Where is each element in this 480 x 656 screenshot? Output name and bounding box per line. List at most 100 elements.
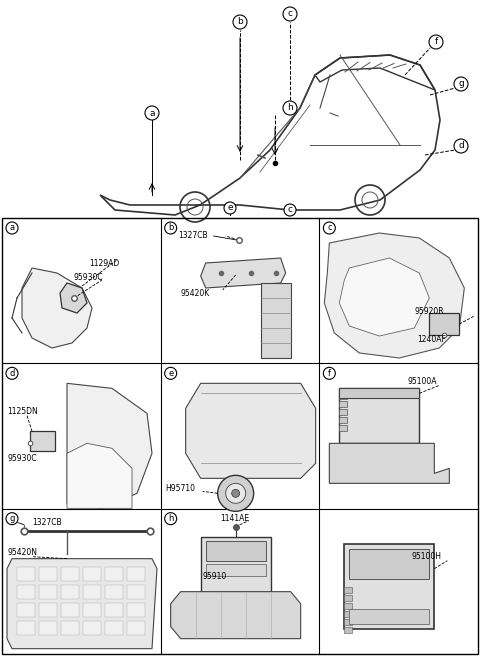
Bar bbox=[339, 401, 348, 407]
Circle shape bbox=[145, 106, 159, 120]
Bar bbox=[83, 567, 101, 581]
Bar bbox=[39, 621, 57, 634]
Circle shape bbox=[429, 35, 443, 49]
Bar bbox=[344, 603, 352, 609]
Polygon shape bbox=[67, 383, 152, 508]
Text: 95930C: 95930C bbox=[7, 454, 36, 463]
Bar bbox=[105, 567, 123, 581]
Bar bbox=[127, 584, 145, 599]
Bar bbox=[105, 584, 123, 599]
Circle shape bbox=[454, 139, 468, 153]
Bar bbox=[339, 388, 420, 443]
Bar bbox=[61, 567, 79, 581]
Polygon shape bbox=[60, 283, 87, 313]
Bar bbox=[344, 544, 434, 628]
Text: a: a bbox=[10, 224, 14, 232]
Bar bbox=[205, 541, 265, 561]
Text: d: d bbox=[458, 142, 464, 150]
Bar bbox=[344, 595, 352, 601]
Bar bbox=[105, 621, 123, 634]
Bar bbox=[83, 584, 101, 599]
Circle shape bbox=[324, 367, 336, 379]
Bar bbox=[344, 586, 352, 592]
Bar bbox=[105, 603, 123, 617]
Bar bbox=[339, 417, 348, 423]
Bar bbox=[39, 567, 57, 581]
Bar bbox=[39, 584, 57, 599]
Text: b: b bbox=[237, 18, 243, 26]
Circle shape bbox=[165, 367, 177, 379]
Bar bbox=[127, 567, 145, 581]
Bar bbox=[17, 567, 35, 581]
Text: f: f bbox=[328, 369, 331, 378]
Bar bbox=[339, 425, 348, 432]
Bar bbox=[17, 621, 35, 634]
Bar bbox=[30, 432, 55, 451]
Text: e: e bbox=[168, 369, 173, 378]
Polygon shape bbox=[22, 268, 92, 348]
Polygon shape bbox=[67, 443, 132, 508]
Polygon shape bbox=[339, 258, 429, 336]
Circle shape bbox=[6, 513, 18, 525]
Bar bbox=[344, 626, 352, 632]
Bar bbox=[61, 621, 79, 634]
Text: 95930C: 95930C bbox=[74, 274, 104, 283]
Bar bbox=[127, 621, 145, 634]
Bar bbox=[127, 603, 145, 617]
Bar bbox=[349, 609, 429, 624]
Text: b: b bbox=[168, 224, 173, 232]
Bar bbox=[205, 564, 265, 576]
Bar bbox=[349, 548, 429, 579]
Circle shape bbox=[165, 222, 177, 234]
Circle shape bbox=[165, 513, 177, 525]
Circle shape bbox=[324, 222, 336, 234]
Polygon shape bbox=[324, 233, 464, 358]
Circle shape bbox=[283, 7, 297, 21]
Text: 95100H: 95100H bbox=[411, 552, 441, 561]
Text: g: g bbox=[458, 79, 464, 89]
Text: H95710: H95710 bbox=[166, 484, 196, 493]
Text: 95420K: 95420K bbox=[180, 289, 210, 298]
Text: 1125DN: 1125DN bbox=[7, 407, 38, 416]
Bar bbox=[83, 603, 101, 617]
Text: h: h bbox=[168, 514, 173, 523]
Text: 95420N: 95420N bbox=[7, 548, 37, 557]
Text: 1129AD: 1129AD bbox=[89, 258, 119, 268]
Bar bbox=[344, 619, 352, 625]
Text: 95910: 95910 bbox=[203, 572, 227, 581]
Text: 1141AE: 1141AE bbox=[221, 514, 250, 523]
Circle shape bbox=[6, 222, 18, 234]
Text: g: g bbox=[9, 514, 15, 523]
Polygon shape bbox=[7, 559, 157, 649]
Bar bbox=[17, 584, 35, 599]
Text: c: c bbox=[288, 9, 292, 18]
Text: c: c bbox=[327, 224, 332, 232]
Circle shape bbox=[454, 77, 468, 91]
Bar bbox=[61, 603, 79, 617]
Circle shape bbox=[233, 15, 247, 29]
Text: a: a bbox=[149, 108, 155, 117]
Bar bbox=[0, 0, 480, 215]
Text: c: c bbox=[288, 205, 292, 215]
Text: f: f bbox=[434, 37, 438, 47]
Polygon shape bbox=[329, 443, 449, 483]
Bar bbox=[39, 603, 57, 617]
Text: 1240AF: 1240AF bbox=[417, 335, 446, 344]
Text: 95920R: 95920R bbox=[414, 306, 444, 316]
Circle shape bbox=[217, 476, 253, 511]
Bar bbox=[344, 611, 352, 617]
Bar bbox=[339, 409, 348, 415]
Text: 1327CB: 1327CB bbox=[32, 518, 61, 527]
Text: 95100A: 95100A bbox=[408, 377, 437, 386]
Bar bbox=[339, 394, 348, 400]
Polygon shape bbox=[171, 592, 300, 639]
Bar bbox=[83, 621, 101, 634]
Bar bbox=[201, 537, 271, 592]
Text: 1327CB: 1327CB bbox=[179, 232, 208, 241]
Circle shape bbox=[6, 367, 18, 379]
Bar bbox=[61, 584, 79, 599]
Bar bbox=[2, 218, 478, 654]
Text: d: d bbox=[9, 369, 15, 378]
Bar bbox=[429, 313, 459, 335]
Bar bbox=[17, 603, 35, 617]
